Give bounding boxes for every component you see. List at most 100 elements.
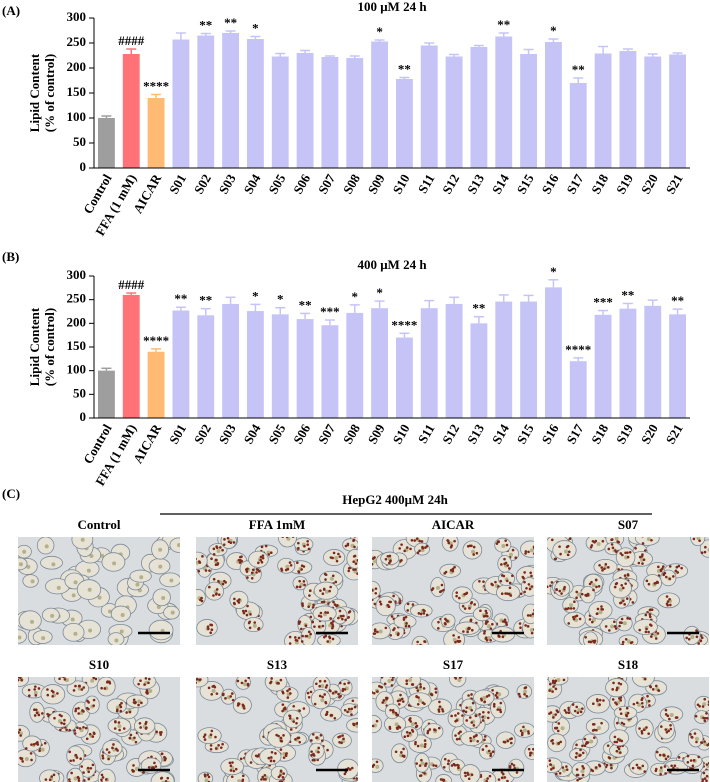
lipid-drop [359, 540, 362, 543]
lipid-drop [621, 643, 624, 645]
lipid-drop [534, 754, 537, 757]
lipid-drop [585, 594, 588, 598]
nucleus [471, 737, 476, 742]
lipid-drop [359, 537, 362, 540]
lipid-drop [73, 732, 77, 735]
lipid-drop [595, 612, 599, 615]
lipid-drop [595, 728, 598, 732]
lipid-drop [689, 759, 693, 762]
lipid-drop [411, 603, 415, 606]
lipid-drop [77, 712, 80, 715]
lipid-drop [201, 555, 204, 558]
lipid-drop [119, 709, 123, 713]
significance-label: ** [199, 293, 212, 308]
lipid-drop [581, 707, 584, 710]
panel-label: (A) [2, 3, 20, 18]
error-bar [126, 48, 137, 54]
lipid-drop [391, 678, 394, 682]
lipid-drop [211, 685, 215, 688]
lipid-drop [285, 533, 288, 536]
lipid-drop [533, 611, 534, 614]
lipid-drop [609, 763, 613, 767]
lipid-drop [642, 558, 646, 562]
lipid-drop [68, 728, 71, 732]
lipid-drop [503, 562, 506, 566]
lipid-drop [559, 552, 562, 556]
lipid-drop [301, 602, 304, 605]
lipid-drop [367, 724, 370, 727]
lipid-drop [307, 695, 311, 699]
bar [569, 83, 587, 168]
lipid-drop [388, 600, 391, 604]
cells [18, 537, 180, 645]
significance-label: ** [174, 291, 187, 306]
nucleus [285, 564, 290, 569]
lipid-drop [595, 585, 598, 589]
lipid-drop [498, 635, 501, 638]
lipid-drop [641, 671, 644, 674]
lipid-drop [418, 539, 422, 543]
lipid-drop [33, 708, 36, 712]
lipid-drop [555, 588, 558, 591]
lipid-drop [79, 757, 82, 761]
lipid-drop [423, 702, 426, 706]
lipid-drop [647, 582, 651, 586]
lipid-drop [144, 722, 147, 726]
lipid-drop [254, 754, 258, 758]
lipid-drop [532, 747, 534, 751]
nucleus [529, 628, 534, 633]
lipid-drop [547, 765, 548, 768]
lipid-drop [416, 744, 420, 748]
lipid-drop [508, 586, 512, 590]
error-bar [275, 52, 286, 57]
lipid-drop [620, 583, 624, 587]
significance-label: ** [472, 301, 485, 316]
lipid-drop [573, 600, 576, 604]
lipid-drop [535, 625, 538, 628]
cell [635, 537, 660, 546]
lipid-drop [423, 745, 427, 748]
lipid-drop [406, 602, 410, 606]
lipid-drop [360, 542, 363, 545]
lipid-drop [467, 694, 470, 697]
lipid-drop [614, 549, 617, 552]
lipid-drop [514, 556, 518, 560]
lipid-drop [419, 685, 423, 689]
lipid-drop [148, 677, 151, 681]
lipid-drop [317, 625, 321, 628]
lipid-drop [489, 638, 492, 642]
lipid-drop [472, 553, 475, 556]
lipid-drop [307, 630, 311, 634]
lipid-drop [620, 617, 624, 621]
lipid-drop [328, 636, 332, 640]
lipid-drop [416, 703, 420, 706]
lipid-drop [645, 533, 648, 536]
lipid-drop [457, 636, 461, 639]
lipid-drop [389, 634, 392, 637]
lipid-drop [312, 603, 315, 607]
x-tick-label: S06 [290, 421, 313, 446]
lipid-drop [92, 731, 96, 735]
nucleus [307, 602, 312, 607]
lipid-drop [437, 726, 441, 730]
lipid-drop [147, 766, 151, 769]
lipid-drop [269, 681, 272, 685]
nucleus [204, 778, 209, 782]
lipid-drop [593, 736, 596, 739]
lipid-drop [471, 701, 475, 705]
lipid-drop [471, 628, 474, 632]
cell [132, 677, 157, 690]
lipid-drop [666, 755, 670, 758]
y-tick-label: 200 [67, 314, 87, 329]
lipid-drop [497, 778, 501, 781]
nucleus [18, 562, 23, 567]
x-tick-label: S01 [166, 421, 189, 446]
nucleus [90, 678, 95, 683]
lipid-drop [505, 623, 508, 626]
lipid-drop [503, 557, 506, 561]
nucleus [375, 764, 380, 769]
lipid-drop [372, 592, 373, 595]
nucleus [486, 624, 491, 629]
lipid-drop [578, 754, 581, 758]
